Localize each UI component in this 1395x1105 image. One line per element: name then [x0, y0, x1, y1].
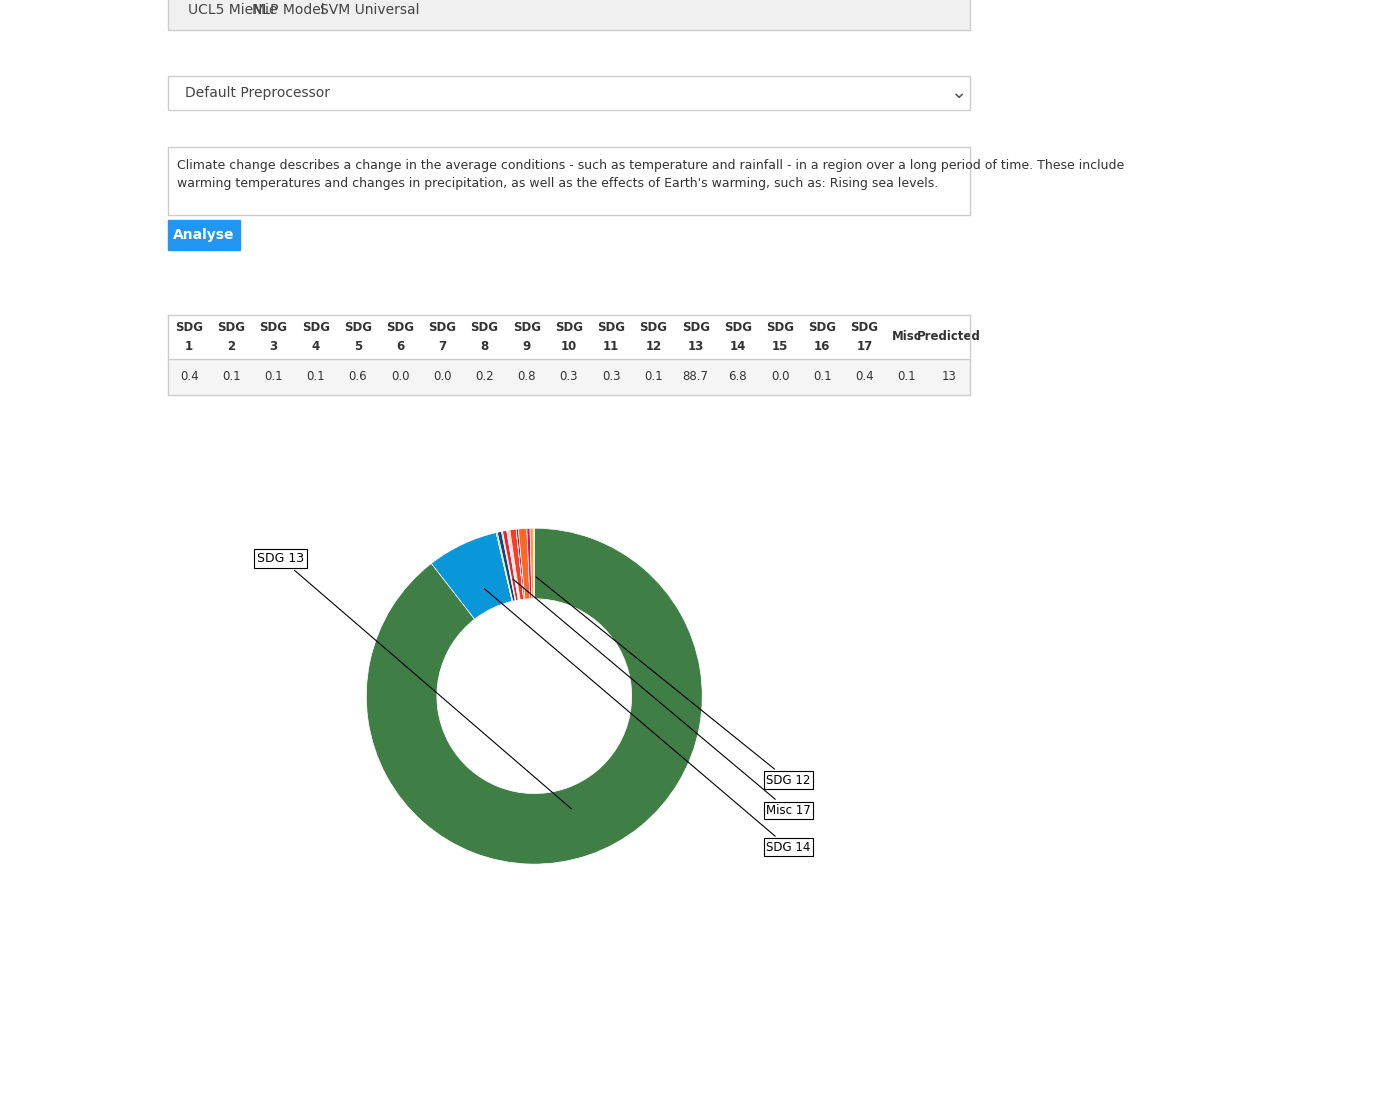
Text: 0.1: 0.1 — [813, 370, 831, 383]
Text: 0.1: 0.1 — [222, 370, 240, 383]
Text: 0.4: 0.4 — [180, 370, 198, 383]
Text: SDG: SDG — [682, 320, 710, 334]
Bar — [167, 0, 970, 30]
Text: 6: 6 — [396, 340, 405, 354]
Text: 6.8: 6.8 — [728, 370, 748, 383]
Wedge shape — [530, 528, 534, 599]
Text: 15: 15 — [771, 340, 788, 354]
Text: 10: 10 — [561, 340, 578, 354]
Text: SDG 14: SDG 14 — [484, 589, 810, 854]
Text: SDG: SDG — [597, 320, 625, 334]
Wedge shape — [497, 533, 513, 601]
Text: warming temperatures and changes in precipitation, as well as the effects of Ear: warming temperatures and changes in prec… — [177, 177, 939, 190]
Bar — [167, 220, 240, 250]
Text: SDG: SDG — [301, 320, 329, 334]
Bar — [167, 76, 970, 110]
Wedge shape — [367, 528, 702, 864]
Text: 1: 1 — [186, 340, 193, 354]
Text: SDG: SDG — [428, 320, 456, 334]
Text: SDG 13: SDG 13 — [257, 551, 572, 809]
Text: 8: 8 — [480, 340, 488, 354]
Text: SDG: SDG — [555, 320, 583, 334]
Text: Predicted: Predicted — [917, 330, 981, 344]
Text: 13: 13 — [942, 370, 957, 383]
Text: SDG: SDG — [639, 320, 667, 334]
Text: 17: 17 — [857, 340, 873, 354]
Bar — [167, 147, 970, 215]
Text: 9: 9 — [523, 340, 531, 354]
Text: 88.7: 88.7 — [682, 370, 709, 383]
Wedge shape — [497, 533, 512, 601]
Wedge shape — [508, 530, 519, 600]
Text: SDG: SDG — [851, 320, 879, 334]
Text: SDG: SDG — [766, 320, 794, 334]
Text: 0.0: 0.0 — [432, 370, 452, 383]
Wedge shape — [527, 528, 531, 599]
Text: 4: 4 — [311, 340, 319, 354]
Wedge shape — [516, 529, 523, 599]
Text: SDG 12: SDG 12 — [536, 577, 810, 787]
Text: 0.6: 0.6 — [349, 370, 367, 383]
Wedge shape — [501, 532, 516, 601]
Text: 0.2: 0.2 — [476, 370, 494, 383]
Text: 0.8: 0.8 — [518, 370, 536, 383]
Text: SDG: SDG — [470, 320, 498, 334]
Wedge shape — [509, 529, 523, 600]
Text: SDG: SDG — [345, 320, 372, 334]
Text: Climate change describes a change in the average conditions - such as temperatur: Climate change describes a change in the… — [177, 159, 1124, 172]
Text: UCL5 MieMie: UCL5 MieMie — [188, 3, 278, 17]
Text: 11: 11 — [603, 340, 619, 354]
Text: 14: 14 — [730, 340, 746, 354]
Wedge shape — [516, 529, 525, 599]
Text: 0.1: 0.1 — [264, 370, 283, 383]
Wedge shape — [509, 530, 520, 600]
Text: SDG: SDG — [386, 320, 414, 334]
Text: 12: 12 — [646, 340, 661, 354]
Text: 2: 2 — [227, 340, 236, 354]
Text: Misc 17: Misc 17 — [513, 579, 810, 817]
Text: SVM Universal: SVM Universal — [319, 3, 420, 17]
Text: SDG: SDG — [218, 320, 246, 334]
Text: 0.3: 0.3 — [603, 370, 621, 383]
Text: Analyse: Analyse — [173, 228, 234, 242]
Text: 0.4: 0.4 — [855, 370, 873, 383]
Text: 0.1: 0.1 — [644, 370, 663, 383]
Text: 0.1: 0.1 — [307, 370, 325, 383]
Wedge shape — [497, 532, 515, 601]
Text: SDG: SDG — [724, 320, 752, 334]
Bar — [167, 315, 970, 359]
Text: 16: 16 — [815, 340, 830, 354]
Text: ⌄: ⌄ — [950, 84, 967, 103]
Text: 3: 3 — [269, 340, 278, 354]
Text: 13: 13 — [688, 340, 703, 354]
Bar — [167, 359, 970, 394]
Text: Misc: Misc — [891, 330, 922, 344]
Wedge shape — [519, 528, 530, 599]
Text: SDG: SDG — [176, 320, 204, 334]
Text: 5: 5 — [354, 340, 363, 354]
Text: NLP Model: NLP Model — [252, 3, 325, 17]
Text: 0.1: 0.1 — [897, 370, 917, 383]
Text: 0.0: 0.0 — [391, 370, 409, 383]
Wedge shape — [431, 533, 512, 619]
Wedge shape — [502, 530, 519, 600]
Wedge shape — [516, 529, 523, 599]
Text: SDG: SDG — [259, 320, 287, 334]
Text: 0.3: 0.3 — [559, 370, 579, 383]
Text: 7: 7 — [438, 340, 446, 354]
Text: 0.0: 0.0 — [771, 370, 790, 383]
Text: SDG: SDG — [513, 320, 541, 334]
Text: SDG: SDG — [808, 320, 836, 334]
Text: Default Preprocessor: Default Preprocessor — [186, 86, 331, 99]
Wedge shape — [506, 530, 519, 600]
